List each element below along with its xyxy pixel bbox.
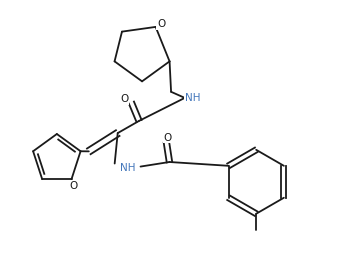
Text: O: O — [157, 20, 165, 29]
Text: NH: NH — [185, 93, 200, 103]
Text: O: O — [69, 181, 77, 191]
Text: NH: NH — [120, 163, 135, 173]
Text: O: O — [121, 94, 129, 104]
Text: O: O — [164, 133, 172, 143]
